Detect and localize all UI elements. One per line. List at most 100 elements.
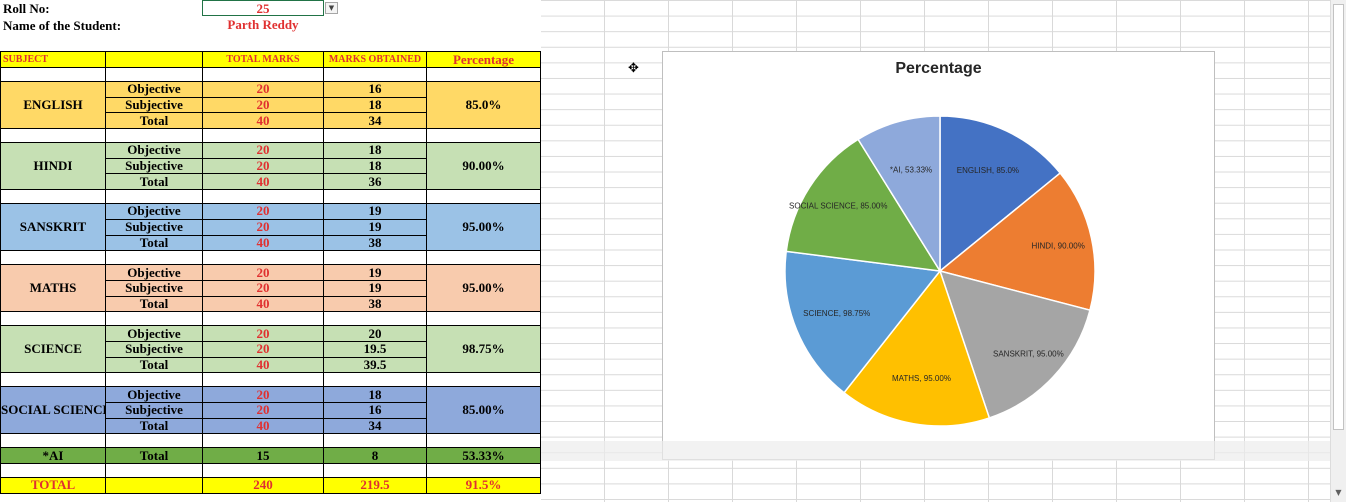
empty-cell[interactable] (105, 128, 203, 144)
marks-obtained-cell[interactable]: 19 (323, 218, 427, 236)
marks-obtained-cell[interactable]: 19 (323, 264, 427, 281)
grand-percentage-cell[interactable]: 91.5% (426, 477, 541, 494)
component-cell[interactable]: Total (105, 234, 203, 252)
pie-slice[interactable] (785, 138, 942, 272)
total-marks-cell[interactable]: 20 (202, 340, 324, 358)
component-cell[interactable]: Subjective (105, 402, 203, 419)
empty-cell[interactable] (202, 250, 324, 266)
grand-total-marks-cell[interactable]: 240 (202, 477, 324, 494)
component-cell[interactable]: Subjective (105, 340, 203, 358)
total-marks-cell[interactable]: 40 (202, 356, 324, 374)
vertical-scrollbar[interactable]: ▼ (1330, 0, 1346, 502)
empty-cell[interactable] (105, 477, 203, 494)
percentage-cell[interactable]: 95.00% (426, 264, 541, 313)
pie-slice[interactable] (784, 250, 942, 394)
empty-cell[interactable] (0, 250, 106, 266)
total-marks-cell[interactable]: 20 (202, 386, 324, 403)
total-marks-cell[interactable]: 15 (202, 447, 324, 465)
column-header[interactable]: Percentage (426, 51, 541, 68)
empty-cell[interactable] (202, 189, 324, 205)
empty-cell[interactable] (426, 433, 541, 449)
percentage-cell[interactable]: 53.33% (426, 447, 541, 465)
total-marks-cell[interactable]: 20 (202, 325, 324, 342)
marks-obtained-cell[interactable]: 38 (323, 295, 427, 313)
total-marks-cell[interactable]: 40 (202, 173, 324, 191)
vertical-scrollbar-thumb[interactable] (1333, 4, 1344, 430)
total-marks-cell[interactable]: 20 (202, 157, 324, 175)
empty-cell[interactable] (202, 128, 324, 144)
column-header[interactable]: MARKS OBTAINED (323, 51, 427, 68)
empty-cell[interactable] (426, 311, 541, 327)
percentage-cell[interactable]: 85.0% (426, 80, 541, 130)
percentage-cell[interactable]: 90.00% (426, 142, 541, 191)
percentage-cell[interactable]: 85.00% (426, 386, 541, 435)
component-cell[interactable]: Objective (105, 325, 203, 342)
empty-cell[interactable] (202, 433, 324, 449)
empty-cell[interactable] (323, 67, 427, 82)
marks-obtained-cell[interactable]: 19.5 (323, 340, 427, 358)
total-marks-cell[interactable]: 20 (202, 264, 324, 281)
empty-cell[interactable] (0, 67, 106, 82)
empty-cell[interactable] (323, 372, 427, 388)
empty-cell[interactable] (0, 463, 106, 479)
total-marks-cell[interactable]: 40 (202, 234, 324, 252)
component-cell[interactable]: Objective (105, 81, 203, 98)
component-cell[interactable]: Objective (105, 386, 203, 403)
empty-cell[interactable] (323, 463, 427, 479)
pie-slice[interactable] (938, 172, 1096, 312)
empty-cell[interactable] (323, 250, 427, 266)
marks-obtained-cell[interactable]: 34 (323, 112, 427, 130)
empty-cell[interactable] (202, 67, 324, 82)
grand-marks-obtained-cell[interactable]: 219.5 (323, 477, 427, 494)
marks-obtained-cell[interactable]: 36 (323, 173, 427, 191)
empty-cell[interactable] (323, 189, 427, 205)
marks-obtained-cell[interactable]: 19 (323, 203, 427, 220)
empty-cell[interactable] (323, 311, 427, 327)
column-header[interactable]: TOTAL MARKS (202, 51, 324, 68)
marks-obtained-cell[interactable]: 20 (323, 325, 427, 342)
component-cell[interactable]: Subjective (105, 279, 203, 297)
component-cell[interactable]: Objective (105, 264, 203, 281)
component-cell[interactable]: Total (105, 417, 203, 435)
empty-cell[interactable] (0, 311, 106, 327)
pie-slice[interactable] (939, 115, 1062, 273)
component-cell[interactable]: Total (105, 173, 203, 191)
total-marks-cell[interactable]: 40 (202, 112, 324, 130)
component-cell[interactable]: Subjective (105, 218, 203, 236)
subject-name-cell[interactable]: SCIENCE (0, 325, 106, 374)
empty-cell[interactable] (426, 372, 541, 388)
empty-cell[interactable] (105, 311, 203, 327)
column-header[interactable]: SUBJECT (0, 51, 106, 68)
roll-no-input[interactable]: 25 (202, 0, 324, 16)
empty-cell[interactable] (0, 189, 106, 205)
total-marks-cell[interactable]: 20 (202, 402, 324, 419)
component-cell[interactable]: Subjective (105, 157, 203, 175)
percentage-pie-chart[interactable]: Percentage ENGLISH, 85.0% HINDI, 90.00% SA… (662, 51, 1215, 460)
marks-obtained-cell[interactable]: 34 (323, 417, 427, 435)
empty-cell[interactable] (323, 128, 427, 144)
marks-obtained-cell[interactable]: 18 (323, 386, 427, 403)
marks-obtained-cell[interactable]: 18 (323, 142, 427, 159)
empty-cell[interactable] (426, 189, 541, 205)
pie-slice[interactable] (857, 115, 941, 274)
total-marks-cell[interactable]: 20 (202, 203, 324, 220)
marks-obtained-cell[interactable]: 8 (323, 447, 427, 465)
total-marks-cell[interactable]: 20 (202, 81, 324, 98)
empty-cell[interactable] (202, 463, 324, 479)
total-marks-cell[interactable]: 20 (202, 96, 324, 114)
column-header[interactable] (105, 51, 203, 68)
empty-cell[interactable] (426, 128, 541, 144)
subject-name-cell[interactable]: SANSKRIT (0, 203, 106, 252)
total-marks-cell[interactable]: 20 (202, 218, 324, 236)
percentage-cell[interactable]: 95.00% (426, 203, 541, 252)
empty-cell[interactable] (426, 250, 541, 266)
total-marks-cell[interactable]: 40 (202, 295, 324, 313)
empty-cell[interactable] (105, 67, 203, 82)
total-marks-cell[interactable]: 20 (202, 279, 324, 297)
marks-obtained-cell[interactable]: 38 (323, 234, 427, 252)
marks-obtained-cell[interactable]: 18 (323, 157, 427, 175)
empty-cell[interactable] (0, 372, 106, 388)
empty-cell[interactable] (105, 433, 203, 449)
subject-name-cell[interactable]: ENGLISH (0, 80, 106, 130)
marks-obtained-cell[interactable]: 39.5 (323, 356, 427, 374)
